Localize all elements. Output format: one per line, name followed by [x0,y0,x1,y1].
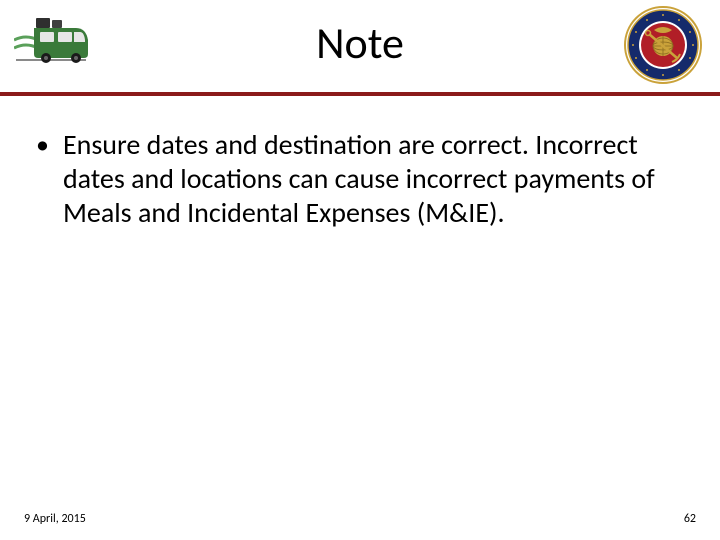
bullet-text: Ensure dates and destination are correct… [63,128,680,230]
marine-corps-seal-icon [624,6,702,84]
slide-header: Note [0,0,720,96]
header-divider [0,92,720,96]
slide-title: Note [0,16,720,70]
footer-date: 9 April, 2015 [24,512,86,526]
slide-body: • Ensure dates and destination are corre… [36,128,680,230]
bullet-marker: • [36,128,49,161]
bullet-item: • Ensure dates and destination are corre… [36,128,680,230]
slide-footer: 9 April, 2015 62 [0,512,720,526]
footer-page-number: 62 [684,512,696,526]
